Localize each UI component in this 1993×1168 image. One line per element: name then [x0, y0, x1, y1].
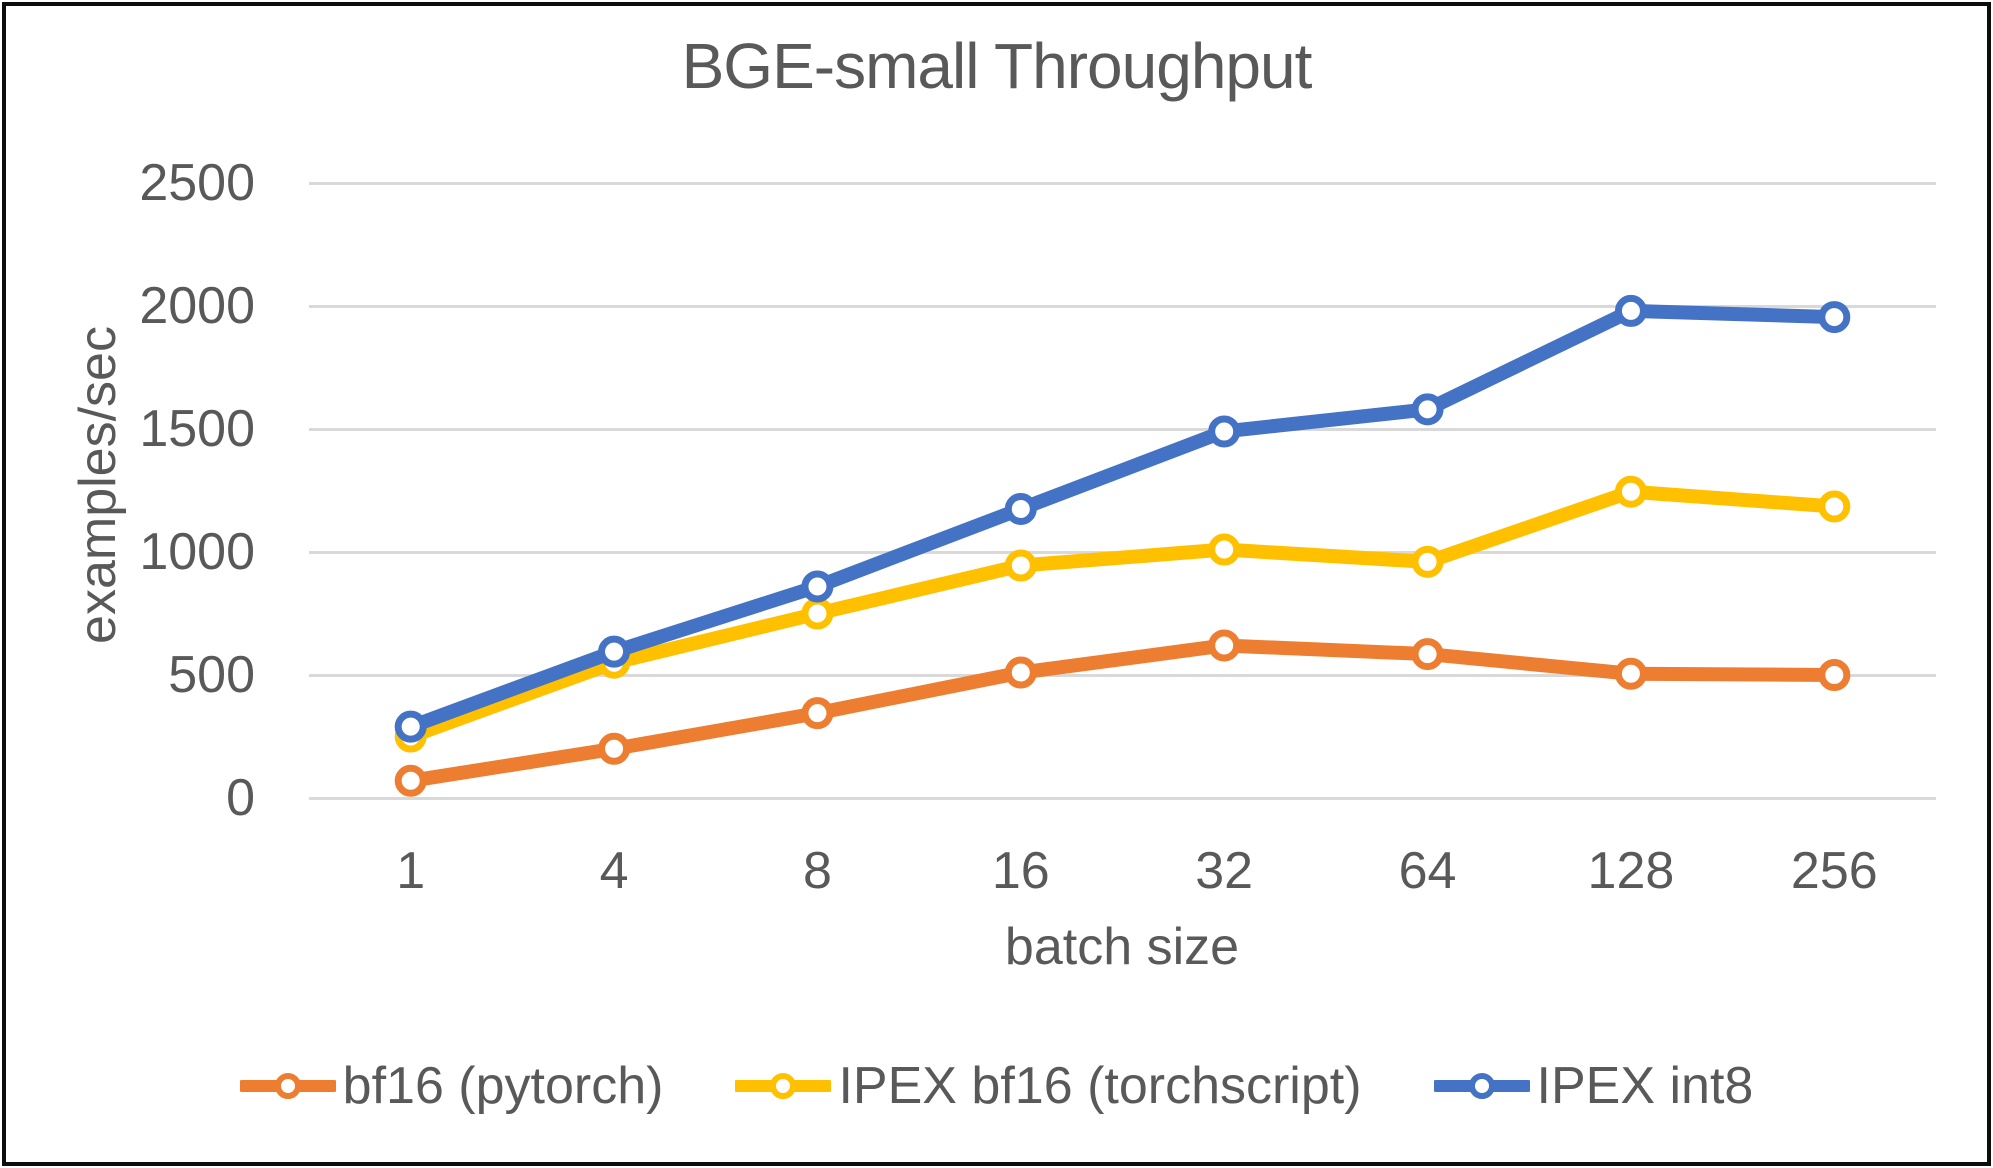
data-point-ipex-int8-x64	[1411, 393, 1444, 426]
data-point-ipex-bf16-torchscript-x8	[801, 597, 834, 630]
x-tick-label-128: 128	[1587, 842, 1675, 900]
y-tick-label-2500: 2500	[139, 154, 255, 212]
series-line-ipex-int8	[403, 303, 1842, 734]
data-point-ipex-int8-x1	[394, 710, 427, 743]
gridline-500	[309, 673, 1936, 677]
data-point-ipex-bf16-torchscript-x256	[1818, 490, 1851, 523]
gridline-0	[309, 796, 1936, 800]
data-point-bf16-pytorch-x128	[1614, 657, 1647, 690]
legend-label-ipex-int8: IPEX int8	[1536, 1057, 1754, 1115]
data-point-bf16-pytorch-x1	[394, 764, 427, 797]
x-axis-title: batch size	[1004, 918, 1240, 976]
data-point-ipex-int8-x16	[1004, 492, 1037, 525]
y-tick-label-1500: 1500	[139, 400, 255, 458]
data-point-bf16-pytorch-x8	[801, 697, 834, 730]
data-point-ipex-int8-x128	[1614, 294, 1647, 327]
x-tick-label-64: 64	[1398, 842, 1457, 900]
data-point-ipex-bf16-torchscript-x16	[1004, 549, 1037, 582]
y-tick-label-2000: 2000	[139, 277, 255, 335]
series-line-ipex-bf16-torchscript	[403, 484, 1842, 744]
legend: bf16 (pytorch) IPEX bf16 (torchscript) IPE…	[0, 1048, 1993, 1124]
data-point-ipex-int8-x4	[598, 635, 631, 668]
x-tick-label-4: 4	[599, 842, 629, 900]
data-point-ipex-bf16-torchscript-x32	[1208, 533, 1241, 566]
data-point-bf16-pytorch-x16	[1004, 656, 1037, 689]
series-line-bf16-pytorch	[403, 638, 1842, 788]
data-point-ipex-bf16-torchscript-x64	[1411, 545, 1444, 578]
legend-item-ipex-int8: IPEX int8	[1433, 1056, 1754, 1116]
x-tick-label-8: 8	[802, 842, 832, 900]
y-tick-label-1000: 1000	[139, 523, 255, 581]
legend-marker-icon-ipex-int8	[1433, 1073, 1530, 1099]
chart-title: BGE-small Throughput	[681, 30, 1313, 102]
data-point-bf16-pytorch-x256	[1818, 659, 1851, 691]
gridline-1500	[309, 427, 1936, 431]
legend-label-bf16-pytorch: bf16 (pytorch)	[342, 1057, 664, 1115]
data-point-bf16-pytorch-x64	[1411, 638, 1444, 671]
data-point-ipex-int8-x8	[801, 570, 834, 603]
y-tick-label-500: 500	[168, 646, 255, 704]
gridline-2500	[309, 181, 1936, 185]
data-point-ipex-int8-x256	[1818, 301, 1851, 334]
data-point-ipex-bf16-torchscript-x128	[1614, 475, 1647, 508]
x-tick-label-1: 1	[396, 842, 426, 900]
y-tick-label-0: 0	[226, 769, 255, 827]
legend-item-bf16-pytorch: bf16 (pytorch)	[239, 1056, 664, 1116]
legend-label-ipex-bf16-torchscript: IPEX bf16 (torchscript)	[838, 1057, 1362, 1115]
gridline-2000	[309, 304, 1936, 308]
x-tick-label-32: 32	[1195, 842, 1254, 900]
data-point-bf16-pytorch-x4	[598, 732, 631, 765]
data-point-ipex-int8-x32	[1208, 415, 1241, 448]
x-tick-label-16: 16	[991, 842, 1050, 900]
legend-marker-icon-bf16-pytorch	[239, 1073, 336, 1099]
legend-item-ipex-bf16-torchscript: IPEX bf16 (torchscript)	[735, 1056, 1362, 1116]
x-tick-label-256: 256	[1790, 842, 1878, 900]
data-point-bf16-pytorch-x32	[1208, 629, 1241, 662]
legend-marker-icon-ipex-bf16-torchscript	[735, 1073, 832, 1099]
